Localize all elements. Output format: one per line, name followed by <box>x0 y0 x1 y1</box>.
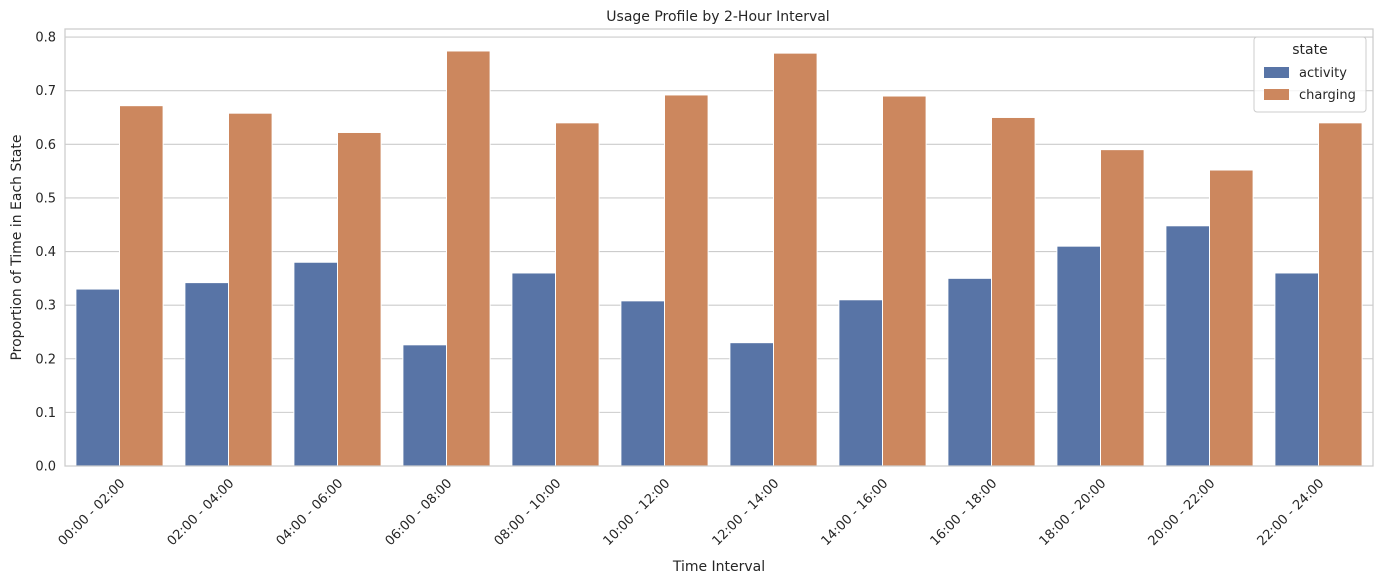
y-tick-label: 0.0 <box>35 460 56 475</box>
bar-charging <box>773 52 818 467</box>
x-tick-label: 10:00 - 12:00 <box>601 476 674 549</box>
legend-items: activity charging <box>1264 66 1356 103</box>
y-axis-ticks: 0.0 0.1 0.2 0.3 0.4 0.5 0.6 0.7 0.8 <box>35 31 56 475</box>
x-tick-label: 20:00 - 22:00 <box>1146 476 1219 549</box>
x-tick-label: 14:00 - 16:00 <box>819 476 892 549</box>
y-tick-label: 0.2 <box>35 352 56 367</box>
y-tick-label: 0.4 <box>35 245 56 260</box>
bar-activity <box>729 342 775 467</box>
bar-activity <box>1165 225 1211 467</box>
bar-activity <box>184 282 229 467</box>
bar-activity <box>75 288 120 467</box>
bar-activity <box>620 300 666 467</box>
x-axis-ticks: 00:00 - 02:00 02:00 - 04:00 04:00 - 06:00 0… <box>56 476 1328 549</box>
legend: state activity charging <box>1253 36 1367 113</box>
bar-activity <box>1274 272 1320 467</box>
bar-activity <box>1056 245 1102 467</box>
x-tick-label: 00:00 - 02:00 <box>56 476 129 549</box>
bar-charging <box>119 105 164 467</box>
y-tick-label: 0.5 <box>35 191 56 206</box>
y-tick-label: 0.1 <box>35 406 56 421</box>
x-tick-label: 06:00 - 08:00 <box>383 476 456 549</box>
bar-charging <box>1209 169 1254 467</box>
bar-activity <box>838 299 884 467</box>
bar-charging <box>228 112 273 467</box>
bar-charging <box>882 95 927 467</box>
plot-frame <box>64 28 1374 467</box>
bar-charging <box>1100 149 1145 467</box>
bar-charging <box>555 122 600 467</box>
x-tick-label: 02:00 - 04:00 <box>165 476 238 549</box>
legend-label-charging: charging <box>1299 88 1356 103</box>
x-tick-label: 22:00 - 24:00 <box>1255 476 1328 549</box>
bar-charging <box>446 50 491 467</box>
x-tick-label: 12:00 - 14:00 <box>710 476 783 549</box>
legend-label-activity: activity <box>1299 66 1347 81</box>
y-tick-label: 0.8 <box>35 31 56 46</box>
x-tick-label: 04:00 - 06:00 <box>274 476 347 549</box>
y-tick-label: 0.3 <box>35 299 56 314</box>
x-tick-label: 08:00 - 10:00 <box>492 476 565 549</box>
bar-activity <box>293 261 338 467</box>
bars <box>75 50 1363 467</box>
legend-swatch-charging <box>1264 89 1289 100</box>
x-tick-label: 16:00 - 18:00 <box>928 476 1001 549</box>
gridlines <box>65 36 1373 467</box>
bar-activity <box>947 277 993 467</box>
x-axis-label: Time Interval <box>672 559 765 575</box>
bar-charging <box>337 131 382 467</box>
legend-swatch-activity <box>1264 67 1289 78</box>
bar-activity <box>511 272 556 467</box>
bar-charging <box>991 116 1036 467</box>
y-tick-label: 0.7 <box>35 84 56 99</box>
x-tick-label: 18:00 - 20:00 <box>1037 476 1110 549</box>
bar-activity <box>402 344 447 467</box>
bar-charging <box>664 94 709 467</box>
y-tick-label: 0.6 <box>35 138 56 153</box>
y-axis-label: Proportion of Time in Each State <box>9 134 25 360</box>
chart-title: Usage Profile by 2-Hour Interval <box>606 9 829 25</box>
legend-title: state <box>1292 42 1327 58</box>
bar-charging <box>1318 122 1363 467</box>
